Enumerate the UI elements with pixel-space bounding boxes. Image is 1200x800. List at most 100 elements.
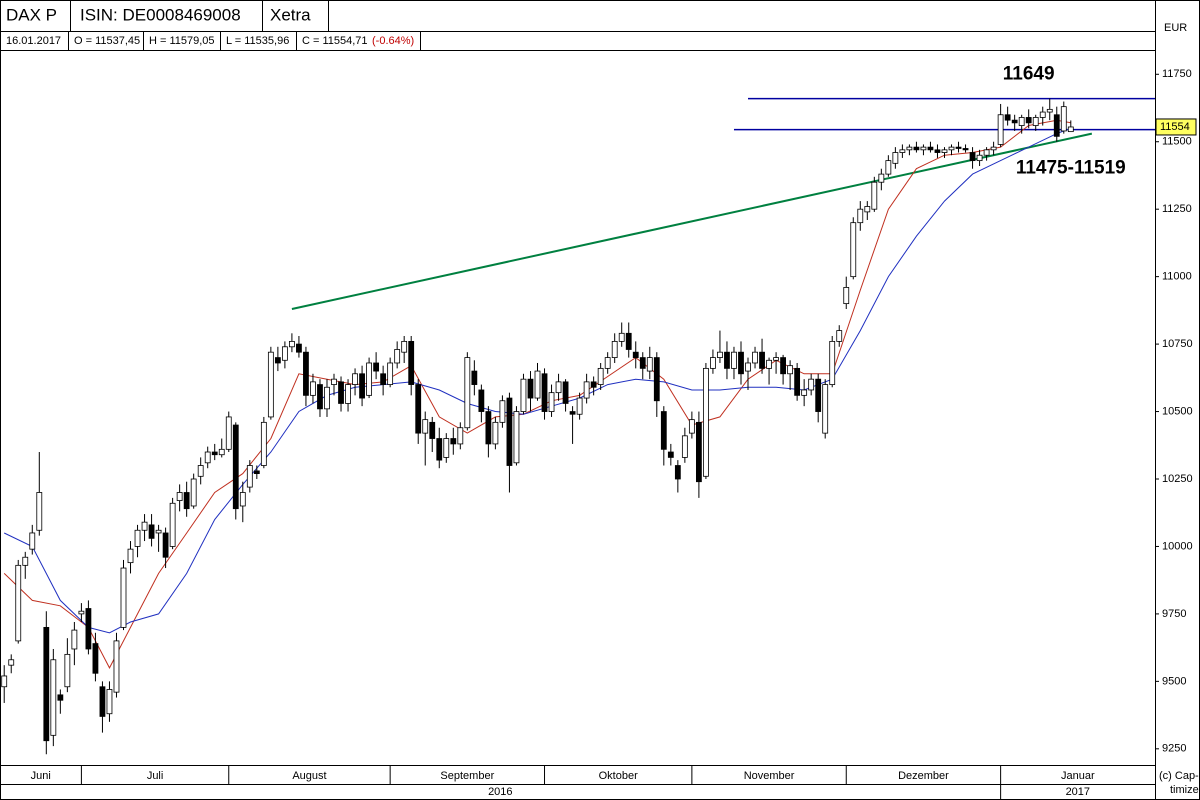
candle-body xyxy=(1067,126,1074,133)
moving-average xyxy=(3,119,1071,669)
candle-body xyxy=(1018,117,1025,126)
candle-body xyxy=(267,351,274,418)
candle-body xyxy=(71,629,78,650)
candle-body xyxy=(646,357,653,372)
plot xyxy=(1,97,1155,755)
candle-body xyxy=(583,381,590,399)
candle-body xyxy=(190,478,197,507)
candle-body xyxy=(801,389,808,396)
candle-body xyxy=(457,427,464,445)
candle-body xyxy=(611,340,618,358)
candle-body xyxy=(211,451,218,456)
candle-body xyxy=(857,208,864,224)
y-tick-label: 10250 xyxy=(1162,473,1193,485)
candle-body xyxy=(310,381,316,396)
candle-body xyxy=(176,492,183,501)
title: DAX P xyxy=(6,5,57,24)
x-tick-label: Dezember xyxy=(898,770,949,782)
candle-body xyxy=(695,421,702,483)
candle-body xyxy=(141,521,148,531)
price-label: 11554 xyxy=(1160,121,1190,133)
candle-body xyxy=(808,378,815,391)
candle-body xyxy=(850,222,857,278)
candle-body xyxy=(148,524,155,539)
copyright: (c) Cap- xyxy=(1159,770,1199,782)
candle-body xyxy=(513,411,520,464)
close: C = 11554,71 xyxy=(302,35,368,47)
date: 16.01.2017 xyxy=(6,35,61,47)
candle-body xyxy=(541,373,548,412)
candle-body xyxy=(899,149,906,153)
candle-body xyxy=(983,149,990,156)
candle-body xyxy=(289,340,295,348)
candle-body xyxy=(1025,117,1032,124)
y-tick-label: 11750 xyxy=(1162,68,1192,80)
candle-body xyxy=(429,421,436,439)
candle-body xyxy=(22,556,29,566)
candle-body xyxy=(660,411,667,450)
candle-body xyxy=(1060,106,1067,132)
y-tick-label: 9500 xyxy=(1162,675,1186,687)
candle-body xyxy=(120,567,127,628)
candle-body xyxy=(471,370,478,385)
candle-body xyxy=(281,346,288,361)
candle-body xyxy=(387,362,394,385)
candle-body xyxy=(667,451,674,458)
candle-body xyxy=(106,689,113,715)
candle-body xyxy=(597,367,604,385)
candle-body xyxy=(359,373,365,399)
candle-body xyxy=(710,357,716,369)
candle-body xyxy=(225,416,232,450)
candle-body xyxy=(941,149,948,153)
candle-body xyxy=(1046,108,1053,113)
candle-body xyxy=(394,349,401,364)
candle-body xyxy=(864,206,871,213)
candle-body xyxy=(197,465,204,477)
candle-body xyxy=(380,373,387,385)
candle-body xyxy=(499,400,506,423)
y-tick-label: 9750 xyxy=(1162,608,1186,620)
candle-body xyxy=(653,357,660,402)
x-tick-label: September xyxy=(440,770,494,782)
candle-body xyxy=(520,378,527,412)
candle-body xyxy=(450,438,457,445)
candle-body xyxy=(878,173,885,183)
x-tick-label: Oktober xyxy=(599,770,638,782)
candle-body xyxy=(331,378,337,385)
x-tick-label: Juli xyxy=(147,770,164,782)
candle-body xyxy=(590,381,597,388)
candle-body xyxy=(738,351,744,375)
x-tick-label: Januar xyxy=(1061,770,1095,782)
candle-body xyxy=(218,448,225,456)
candle-body xyxy=(57,694,64,701)
candle-body xyxy=(78,610,85,615)
change: (-0.64%) xyxy=(372,35,414,47)
candle-body xyxy=(43,626,50,742)
moving-average xyxy=(3,127,1071,634)
candle-body xyxy=(317,384,323,410)
candle-body xyxy=(1039,111,1046,118)
candle-body xyxy=(906,146,913,151)
candle-body xyxy=(976,154,983,162)
annotation: 11475-11519 xyxy=(1016,158,1126,179)
candle-body xyxy=(29,532,36,550)
candle-body xyxy=(794,367,801,396)
candle-body xyxy=(1004,114,1011,121)
candle-body xyxy=(717,351,723,358)
candle-body xyxy=(822,384,829,434)
candle-body xyxy=(618,332,625,342)
candle-body xyxy=(1053,114,1060,137)
candle-body xyxy=(155,529,162,534)
y-tick-label: 11500 xyxy=(1162,136,1192,148)
candle-body xyxy=(134,529,141,547)
candle-body xyxy=(555,381,562,394)
x-tick-label: Juni xyxy=(31,770,51,782)
candle-body xyxy=(745,362,751,372)
candle-body xyxy=(169,502,176,547)
ohlc-row: 16.01.2017 O = 11537,45 H = 11579,05 L =… xyxy=(6,31,421,50)
candle-body xyxy=(113,640,120,693)
candle-body xyxy=(1011,119,1018,124)
candle-body xyxy=(478,389,485,412)
candle-body xyxy=(232,424,239,510)
candle-body xyxy=(127,548,134,564)
